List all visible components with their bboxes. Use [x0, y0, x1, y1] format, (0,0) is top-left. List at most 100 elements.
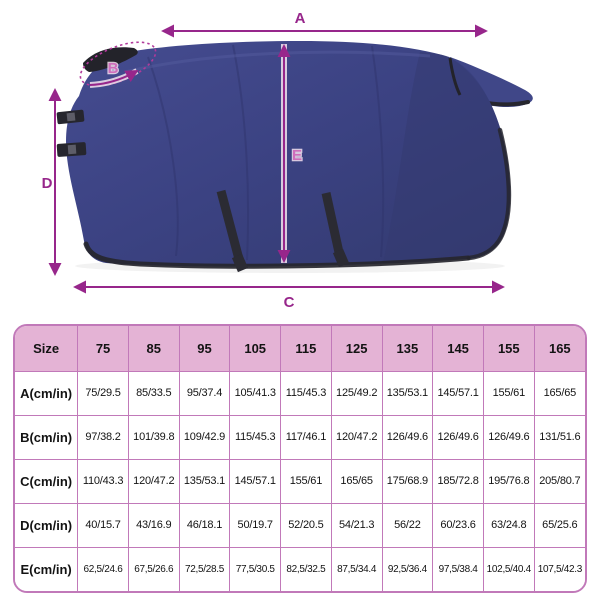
table-cell: 60/23.6 — [432, 502, 484, 548]
size-chart-body: A(cm/in) 75/29.5 85/33.5 95/37.4 105/41.3 115… — [15, 370, 585, 591]
table-cell: 145/57.1 — [432, 370, 484, 416]
table-cell: 65/25.6 — [533, 502, 585, 548]
table-row: C(cm/in) 110/43.3 120/47.2 135/53.1 145/57.1… — [15, 458, 585, 504]
belly-strap-right — [321, 192, 345, 258]
table-header-row: Size 75 85 95 105 115 125 135 145 155 165 — [15, 326, 585, 372]
table-cell: 105/41.3 — [229, 370, 282, 416]
table-row: E(cm/in) 62,5/24.6 67,5/26.6 72,5/28.5 77,5/… — [15, 546, 585, 591]
table-cell: 97/38.2 — [77, 414, 129, 460]
table-cell: 67,5/26.6 — [127, 546, 180, 591]
blanket-illustration: A B C D E — [42, 10, 533, 311]
label-a: A — [295, 10, 306, 27]
flap-seam — [448, 57, 462, 96]
table-cell: 75/29.5 — [77, 370, 129, 416]
table-cell: 43/16.9 — [127, 502, 180, 548]
table-cell: 115/45.3 — [280, 370, 332, 416]
row-label-cell: C(cm/in) — [15, 458, 79, 504]
row-label-cell: E(cm/in) — [15, 546, 79, 591]
size-chart-header: Size 75 85 95 105 115 125 135 145 155 165 — [15, 326, 585, 372]
table-cell: 117/46.1 — [280, 414, 332, 460]
table-cell: 115/45.3 — [229, 414, 282, 460]
chest-strap-bottom — [56, 142, 87, 157]
size-column-header: 75 — [77, 326, 129, 372]
dimension-arrow-b — [89, 70, 139, 86]
table-cell: 165/65 — [330, 458, 383, 504]
size-column-header: 85 — [127, 326, 180, 372]
label-d: D — [42, 175, 53, 192]
size-column-header: 95 — [178, 326, 231, 372]
table-cell: 120/47.2 — [127, 458, 180, 504]
table-cell: 126/49.6 — [482, 414, 535, 460]
table-cell: 107,5/42.3 — [533, 546, 585, 591]
table-cell: 126/49.6 — [381, 414, 434, 460]
table-cell: 52/20.5 — [280, 502, 332, 548]
table-cell: 110/43.3 — [77, 458, 129, 504]
size-column-header: 125 — [330, 326, 383, 372]
size-chart: Size 75 85 95 105 115 125 135 145 155 165 A(cm/in)… — [13, 324, 587, 593]
fabric-crease — [371, 45, 385, 258]
fabric-crease — [147, 56, 179, 257]
top-highlight — [124, 50, 431, 74]
table-cell: 77,5/30.5 — [229, 546, 282, 591]
size-column-header: 105 — [229, 326, 282, 372]
table-cell: 205/80.7 — [533, 458, 585, 504]
table-cell: 54/21.3 — [330, 502, 383, 548]
neck-opening — [83, 47, 138, 72]
size-column-header: 165 — [533, 326, 585, 372]
table-cell: 62,5/24.6 — [77, 546, 129, 591]
rear-binding — [466, 127, 512, 261]
table-row: D(cm/in) 40/15.7 43/16.9 46/18.1 50/19.7 52/2… — [15, 502, 585, 548]
table-row: B(cm/in) 97/38.2 101/39.8 109/42.9 115/45.3 1… — [15, 414, 585, 460]
size-column-header: 135 — [381, 326, 434, 372]
table-cell: 40/15.7 — [77, 502, 129, 548]
table-cell: 82,5/32.5 — [280, 546, 332, 591]
table-cell: 120/47.2 — [330, 414, 383, 460]
size-column-header: 115 — [280, 326, 332, 372]
rear-shade — [383, 52, 511, 263]
size-column-header: 155 — [482, 326, 535, 372]
chest-strap-top — [56, 109, 85, 125]
belly-strap-right-end — [332, 248, 350, 268]
table-cell: 131/51.6 — [533, 414, 585, 460]
table-cell: 135/53.1 — [381, 370, 434, 416]
label-e: E — [292, 147, 302, 164]
label-c: C — [284, 294, 295, 311]
table-cell: 101/39.8 — [127, 414, 180, 460]
blanket-size-diagram: A B C D E — [41, 10, 533, 311]
table-cell: 102,5/40.4 — [482, 546, 535, 591]
row-label-cell: B(cm/in) — [15, 414, 79, 460]
table-cell: 185/72.8 — [432, 458, 484, 504]
table-cell: 195/76.8 — [482, 458, 535, 504]
table-cell: 126/49.6 — [432, 414, 484, 460]
row-label-cell: D(cm/in) — [15, 502, 79, 548]
table-cell: 97,5/38.4 — [432, 546, 484, 591]
table-cell: 155/61 — [482, 370, 535, 416]
label-b: B — [108, 60, 119, 77]
table-cell: 165/65 — [533, 370, 585, 416]
table-cell: 56/22 — [381, 502, 434, 548]
fabric-crease — [232, 44, 250, 261]
table-cell: 175/68.9 — [381, 458, 434, 504]
table-cell: 72,5/28.5 — [178, 546, 231, 591]
table-row: A(cm/in) 75/29.5 85/33.5 95/37.4 105/41.3 115… — [15, 370, 585, 416]
table-cell: 50/19.7 — [229, 502, 282, 548]
size-header-cell: Size — [15, 326, 79, 372]
size-chart-table: Size 75 85 95 105 115 125 135 145 155 165 A(cm/in)… — [15, 326, 585, 591]
table-cell: 85/33.5 — [127, 370, 180, 416]
table-cell: 46/18.1 — [178, 502, 231, 548]
table-cell: 155/61 — [280, 458, 332, 504]
table-cell: 125/49.2 — [330, 370, 383, 416]
belly-strap-left-end — [231, 253, 249, 273]
table-cell: 135/53.1 — [178, 458, 231, 504]
row-label-cell: A(cm/in) — [15, 370, 79, 416]
belly-strap-left — [216, 189, 245, 265]
bottom-binding — [83, 241, 471, 269]
table-cell: 145/57.1 — [229, 458, 282, 504]
table-cell: 92,5/36.4 — [381, 546, 434, 591]
size-column-header: 145 — [432, 326, 484, 372]
table-cell: 87,5/34.4 — [330, 546, 383, 591]
table-cell: 95/37.4 — [178, 370, 231, 416]
neck-ellipse-b — [79, 41, 157, 87]
table-cell: 109/42.9 — [178, 414, 231, 460]
table-cell: 63/24.8 — [482, 502, 535, 548]
